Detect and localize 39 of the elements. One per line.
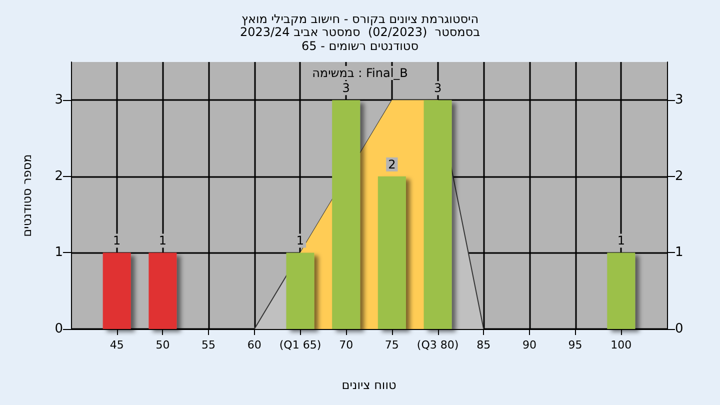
x-tick-label: 55	[202, 338, 216, 352]
y2-tick-label: 0	[675, 322, 684, 336]
y-tick-label: 3	[54, 92, 63, 108]
data-label: 1	[113, 234, 121, 248]
chart-subtitle: בסמסטר (02/2023) סמסטר אביב 2023/24 סטודנטים רשומים - 65	[240, 25, 480, 53]
x-tick-label: 45	[110, 338, 124, 352]
y-tick-label: 2	[54, 168, 63, 184]
data-label: 1	[296, 234, 304, 248]
bar	[378, 176, 406, 329]
data-label: 1	[617, 234, 625, 248]
x-tick-label: 90	[522, 338, 536, 352]
y2-tick-label: 3	[675, 92, 684, 108]
chart-title: היסטוגרמת ציונים בקורס - חישוב מקבילי מואץ	[241, 12, 479, 26]
data-label: 1	[158, 234, 167, 248]
y-tick-label: 0	[54, 322, 63, 336]
data-label: 3	[342, 81, 350, 96]
x-tick-label: 95	[568, 338, 582, 352]
data-label: 2	[388, 157, 396, 172]
bar	[286, 252, 314, 329]
bar	[424, 100, 452, 329]
bar	[607, 252, 636, 329]
y-axis-title: מספר סטודנטים	[20, 154, 34, 237]
bar	[102, 252, 131, 329]
y2-tick-label: 1	[675, 245, 684, 260]
y2-tick-label: 2	[675, 168, 684, 184]
x-tick-label: (Q1 65)	[279, 338, 322, 352]
x-tick-label: 60	[247, 338, 262, 352]
x-tick-label: (Q3 80)	[416, 338, 459, 352]
y-tick-label: 1	[54, 245, 63, 260]
x-tick-label: 70	[339, 338, 354, 352]
x-tick-label: 85	[476, 338, 491, 352]
bar	[332, 100, 360, 329]
bar	[148, 252, 177, 329]
annotation: במשימה : Final_B	[312, 66, 408, 80]
x-tick-label: 100	[610, 338, 632, 352]
x-axis-title: טווח ציונים	[342, 378, 396, 392]
x-tick-label: 75	[384, 338, 399, 352]
data-label: 3	[434, 81, 442, 96]
x-tick-label: 50	[156, 338, 170, 352]
